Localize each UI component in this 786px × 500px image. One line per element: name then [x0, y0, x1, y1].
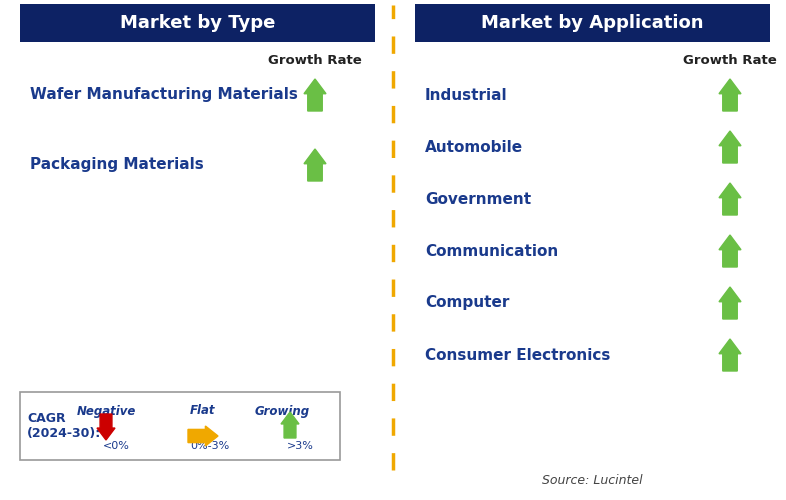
Text: Industrial: Industrial [425, 88, 508, 102]
Text: Growing: Growing [255, 404, 310, 417]
Text: Computer: Computer [425, 296, 509, 310]
Polygon shape [188, 426, 218, 446]
Text: >3%: >3% [287, 441, 314, 451]
Text: Packaging Materials: Packaging Materials [30, 158, 204, 172]
Polygon shape [719, 287, 741, 319]
Text: <0%: <0% [102, 441, 130, 451]
Text: Market by Type: Market by Type [119, 14, 275, 32]
Text: Negative: Negative [76, 404, 136, 417]
Text: CAGR
(2024-30):: CAGR (2024-30): [27, 412, 101, 440]
Text: Government: Government [425, 192, 531, 206]
Polygon shape [304, 79, 326, 111]
Polygon shape [719, 131, 741, 163]
Polygon shape [719, 79, 741, 111]
Polygon shape [281, 412, 299, 438]
Polygon shape [304, 149, 326, 181]
Polygon shape [719, 235, 741, 267]
FancyBboxPatch shape [20, 392, 340, 460]
Text: Automobile: Automobile [425, 140, 523, 154]
Polygon shape [97, 414, 115, 440]
Text: Source: Lucintel: Source: Lucintel [542, 474, 643, 486]
Text: 0%-3%: 0%-3% [190, 441, 230, 451]
Text: Flat: Flat [189, 404, 215, 417]
FancyBboxPatch shape [20, 4, 375, 42]
Text: Growth Rate: Growth Rate [268, 54, 362, 66]
Text: Consumer Electronics: Consumer Electronics [425, 348, 611, 362]
Text: Market by Application: Market by Application [481, 14, 703, 32]
Polygon shape [719, 183, 741, 215]
Text: Growth Rate: Growth Rate [683, 54, 777, 66]
Polygon shape [719, 339, 741, 371]
Text: Communication: Communication [425, 244, 558, 258]
Text: Wafer Manufacturing Materials: Wafer Manufacturing Materials [30, 88, 298, 102]
FancyBboxPatch shape [415, 4, 770, 42]
